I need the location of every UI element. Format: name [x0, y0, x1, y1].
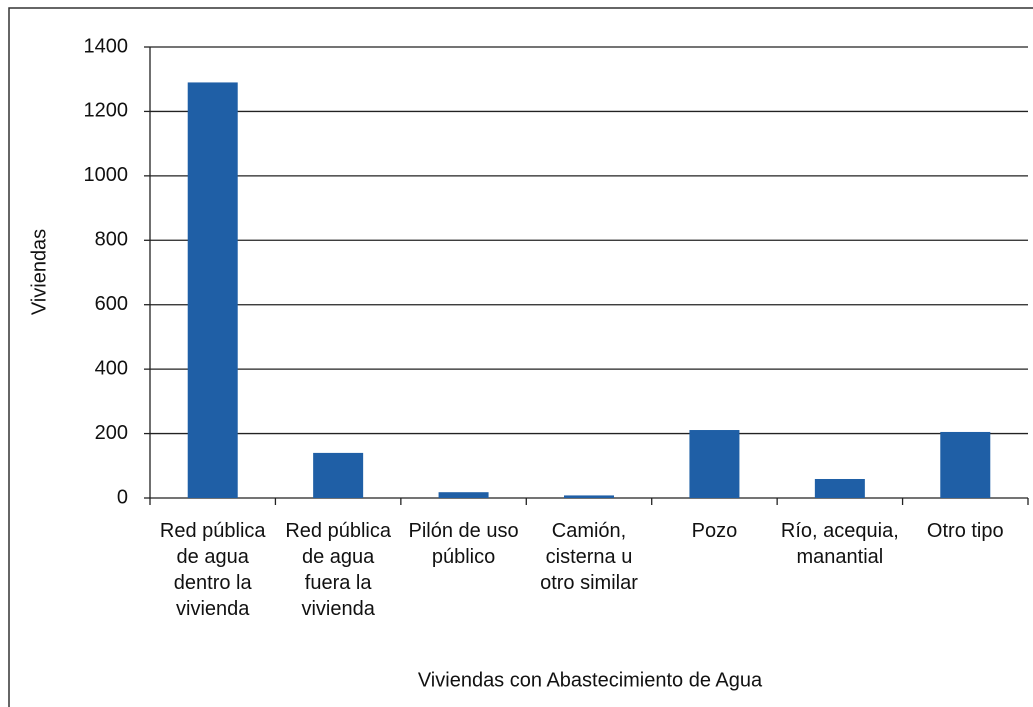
bar — [689, 430, 740, 498]
y-tick-label: 1200 — [84, 100, 129, 122]
frame — [8, 7, 1033, 707]
bar — [313, 452, 364, 498]
y-tick-label: 600 — [95, 293, 128, 315]
x-tick-label: Otro tipo — [926, 520, 1004, 542]
y-tick-label: 200 — [95, 422, 128, 444]
bar — [940, 431, 991, 498]
x-tick-label: Camión, cisterna u otro similar — [540, 520, 638, 594]
bar — [187, 82, 238, 498]
bar — [814, 478, 865, 498]
bar — [564, 495, 614, 498]
x-axis-title: Viviendas con Abastecimiento de Agua — [418, 669, 763, 691]
bar — [438, 492, 489, 498]
y-tick-label: 800 — [95, 229, 128, 251]
y-tick-label: 0 — [117, 486, 128, 508]
x-tick-label: Red pública de agua fuera la vivienda — [285, 520, 391, 620]
y-axis-title: Viviendas — [28, 229, 50, 315]
y-tick-label: 1400 — [84, 35, 129, 57]
x-tick-label: Río, acequia, manantial — [780, 520, 899, 568]
x-tick-label: Pozo — [691, 520, 738, 542]
y-tick-label: 400 — [95, 357, 128, 379]
x-tick-label: Red pública de agua dentro la vivienda — [159, 520, 266, 620]
x-tick-label: Pilón de uso público — [408, 520, 519, 568]
y-tick-label: 1000 — [84, 164, 129, 186]
